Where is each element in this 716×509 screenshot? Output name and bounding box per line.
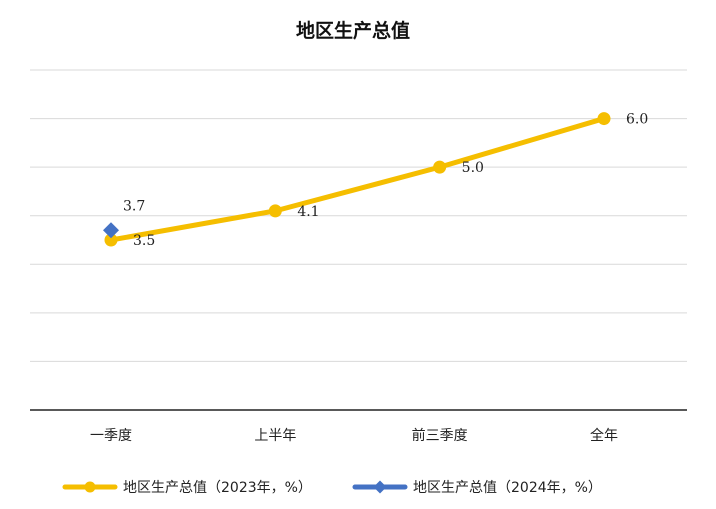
- x-tick-label: 全年: [590, 427, 618, 444]
- legend-marker-diamond: [373, 480, 387, 494]
- data-label: 5.0: [462, 160, 484, 176]
- x-tick-label: 一季度: [90, 428, 132, 444]
- data-point: [104, 233, 118, 247]
- legend-marker: [84, 481, 96, 493]
- series-line: [108, 116, 607, 243]
- data-point: [433, 160, 447, 174]
- x-tick-label: 上半年: [254, 428, 296, 444]
- legend-label: 地区生产总值（2023年，%）: [123, 480, 312, 496]
- data-label: 4.1: [297, 204, 319, 220]
- x-tick-label: 前三季度: [412, 427, 468, 444]
- series-layer: 3.5 4.1 5.0 6.0 3.7: [103, 112, 648, 249]
- legend-item-1: 地区生产总值（2023年，%）: [62, 480, 312, 496]
- series-2: 3.7: [103, 198, 145, 239]
- chart-title: 地区生产总值: [296, 19, 410, 42]
- data-label: 6.0: [626, 112, 648, 128]
- data-point: [268, 204, 282, 218]
- legend-label: 地区生产总值（2024年，%）: [413, 480, 602, 496]
- series-1: 3.5 4.1 5.0 6.0: [104, 112, 648, 249]
- x-axis-ticks: 一季度 上半年 前三季度 全年: [90, 427, 618, 444]
- data-point-diamond: [103, 222, 119, 239]
- data-label: 3.7: [123, 198, 145, 214]
- data-label: 3.5: [133, 233, 155, 249]
- legend-item-2: 地区生产总值（2024年，%）: [352, 480, 602, 496]
- data-point: [597, 112, 611, 126]
- legend: 地区生产总值（2023年，%） 地区生产总值（2024年，%）: [62, 480, 602, 496]
- gridlines: [30, 69, 687, 362]
